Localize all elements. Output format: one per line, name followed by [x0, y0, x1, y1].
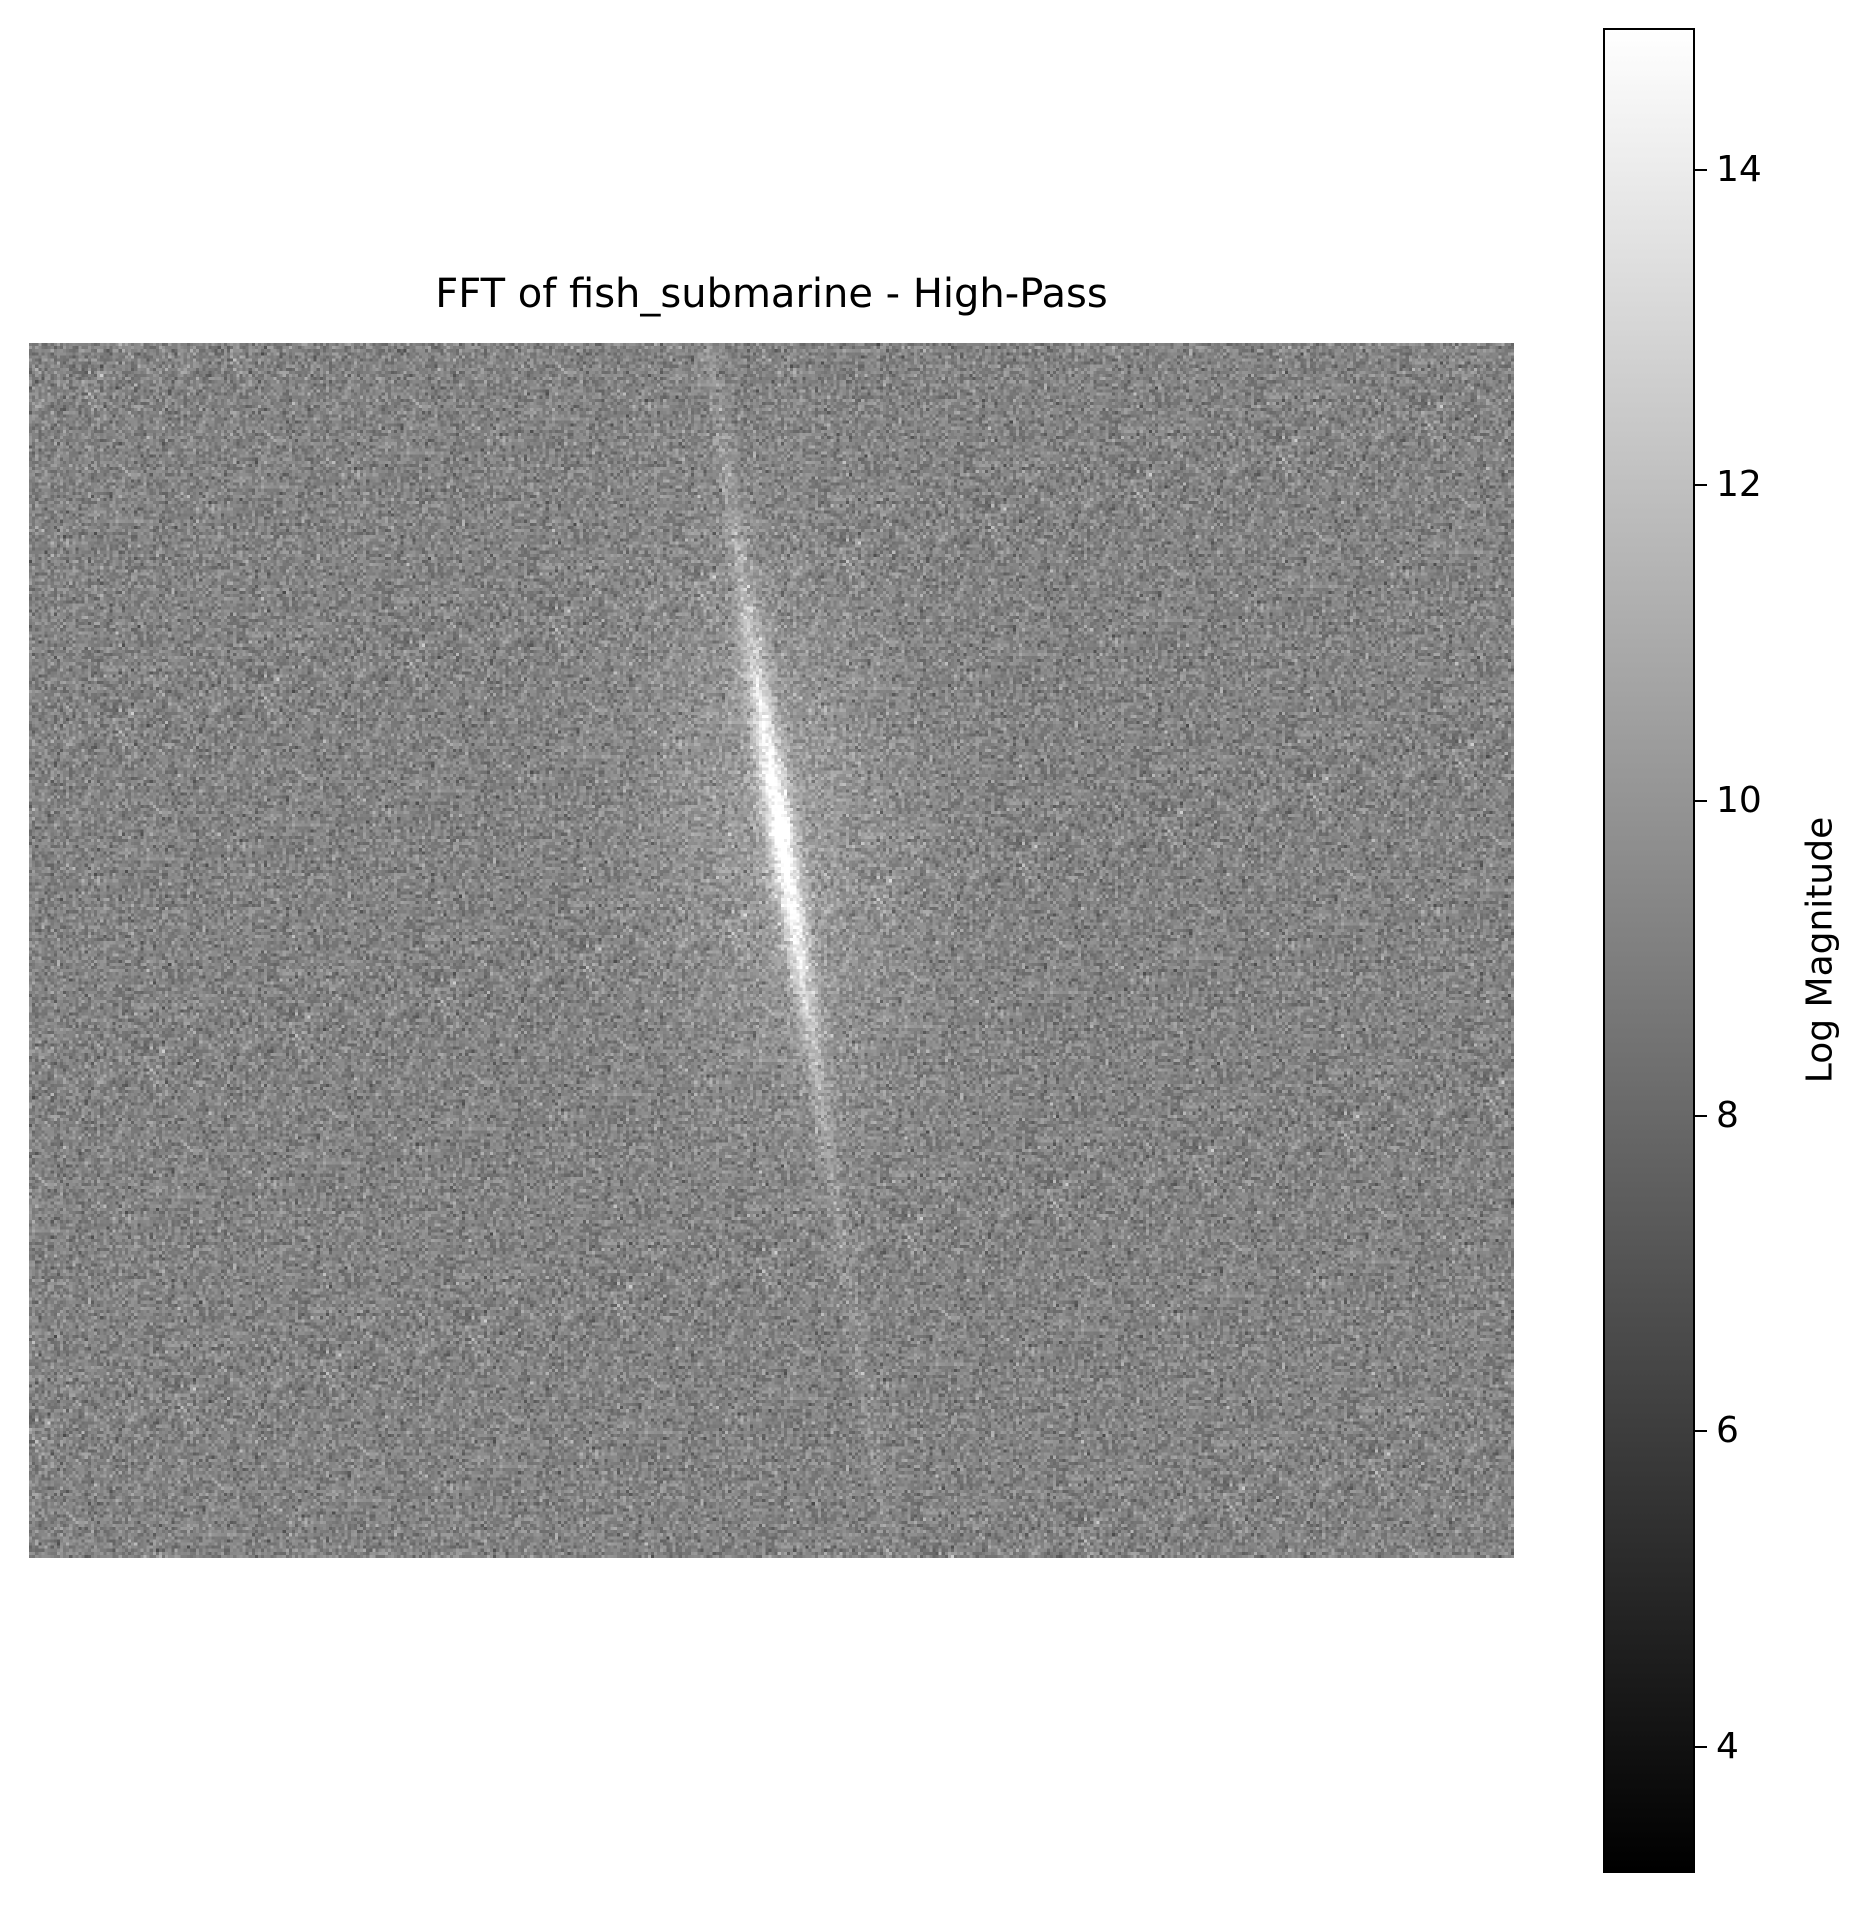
colorbar-label: Log Magnitude	[1799, 816, 1841, 1084]
colorbar-tick-label-6: 6	[1716, 1410, 1739, 1452]
colorbar-tick-6	[1695, 1430, 1707, 1433]
chart-title: FFT of fish_submarine - High-Pass	[435, 271, 1108, 317]
colorbar-tick-8	[1695, 1115, 1707, 1118]
colorbar-tick-label-10: 10	[1716, 779, 1762, 821]
colorbar-tick-4	[1695, 1745, 1707, 1748]
colorbar-tick-label-12: 12	[1716, 464, 1762, 506]
fft-heatmap	[29, 343, 1514, 1558]
colorbar-tick-14	[1695, 168, 1707, 171]
colorbar-tick-12	[1695, 484, 1707, 487]
colorbar-tick-label-8: 8	[1716, 1095, 1739, 1137]
colorbar-tick-label-14: 14	[1716, 148, 1762, 190]
colorbar-tick-10	[1695, 799, 1707, 802]
colorbar	[1603, 28, 1695, 1873]
colorbar-tick-label-4: 4	[1716, 1725, 1739, 1767]
